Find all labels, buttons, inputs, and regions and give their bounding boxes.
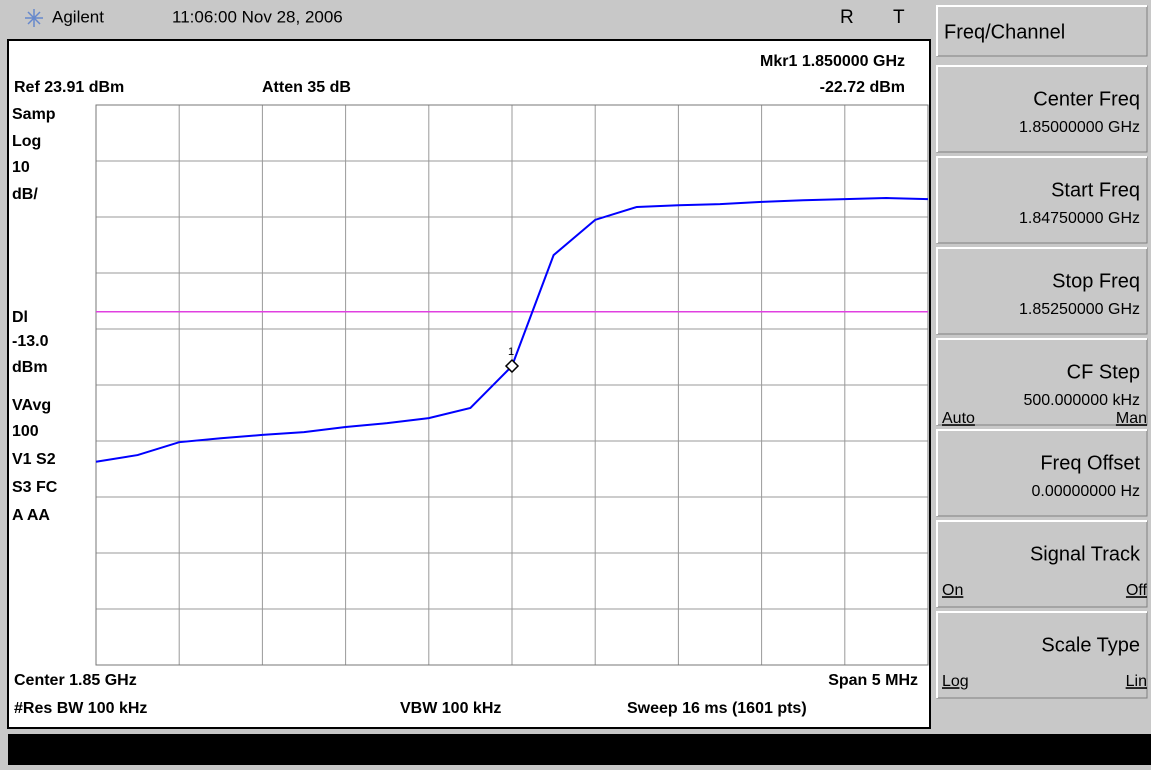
softkey-label: Start Freq (1051, 179, 1140, 201)
softkey-option: Log (942, 673, 969, 690)
side-label: dBm (12, 359, 48, 376)
side-label: 10 (12, 159, 30, 176)
side-label: V1 S2 (12, 451, 56, 468)
softkey-menu: Freq/Channel Center Freq 1.85000000 GHz Sta… (936, 5, 1148, 699)
marker-label: 1 (508, 346, 514, 358)
softkey[interactable] (936, 338, 1148, 426)
bevel (936, 520, 1147, 607)
side-label: Samp (12, 106, 56, 123)
softkey[interactable] (936, 520, 1148, 608)
side-label: Dl (12, 309, 28, 326)
bevel (936, 156, 1147, 243)
softkey-option: Lin (1126, 673, 1147, 690)
side-label: VAvg (12, 397, 51, 414)
agilent-logo (25, 9, 43, 27)
marker-readout: Mkr1 1.850000 GHz (760, 53, 905, 70)
softkey[interactable] (936, 611, 1148, 699)
softkey-value: 500.000000 kHz (1023, 392, 1140, 409)
res-bw: #Res BW 100 kHz (14, 700, 147, 717)
bevel (936, 65, 1147, 152)
center-freq: Center 1.85 GHz (14, 672, 137, 689)
side-label: -13.0 (12, 333, 49, 350)
bevel (936, 247, 1147, 334)
menu-title: Freq/Channel (944, 21, 1065, 43)
softkey-label: Stop Freq (1052, 270, 1140, 292)
datetime: 11:06:00 Nov 28, 2006 (172, 7, 343, 26)
softkey-label: Center Freq (1033, 88, 1140, 110)
brand: Agilent (52, 7, 104, 26)
side-label: 100 (12, 423, 39, 440)
side-label: A AA (12, 507, 50, 524)
menu-title-box (936, 5, 1148, 57)
bevel (936, 5, 1147, 56)
softkey-label: Freq Offset (1040, 452, 1140, 474)
side-label: dB/ (12, 186, 38, 203)
softkey-label: CF Step (1067, 361, 1140, 383)
plot: Samp Log 10 dB/Dl -13.0 dBm VAvg 100 V1 S2 S3 FC A… (12, 104, 929, 666)
softkey-option: On (942, 582, 963, 599)
attenuation: Atten 35 dB (262, 79, 351, 96)
softkey-value: 1.85000000 GHz (1019, 119, 1140, 136)
vbw: VBW 100 kHz (400, 700, 501, 717)
display-area (7, 39, 931, 729)
softkey[interactable] (936, 65, 1148, 153)
side-label: Log (12, 133, 41, 150)
softkey[interactable] (936, 156, 1148, 244)
bevel (936, 338, 1147, 425)
softkey-option: Auto (942, 410, 975, 427)
flag: R (840, 7, 854, 28)
softkey-value: 1.85250000 GHz (1019, 301, 1140, 318)
flag: T (893, 7, 905, 28)
marker-level: -22.72 dBm (820, 79, 905, 96)
sweep: Sweep 16 ms (1601 pts) (627, 700, 807, 717)
bevel (936, 429, 1147, 516)
ref-level: Ref 23.91 dBm (14, 79, 124, 96)
message-bar (8, 734, 1151, 765)
softkey[interactable] (936, 247, 1148, 335)
span: Span 5 MHz (828, 672, 918, 689)
marker (504, 358, 520, 374)
softkey-option: Man (1116, 410, 1147, 427)
softkey-value: 0.00000000 Hz (1031, 483, 1140, 500)
bevel (936, 611, 1147, 698)
softkey[interactable] (936, 429, 1148, 517)
graticule-frame (95, 104, 929, 666)
side-label: S3 FC (12, 479, 58, 496)
softkey-label: Signal Track (1030, 543, 1141, 565)
softkey-label: Scale Type (1041, 634, 1140, 656)
softkey-value: 1.84750000 GHz (1019, 210, 1140, 227)
softkey-option: Off (1126, 582, 1148, 599)
status-bar (0, 0, 934, 38)
